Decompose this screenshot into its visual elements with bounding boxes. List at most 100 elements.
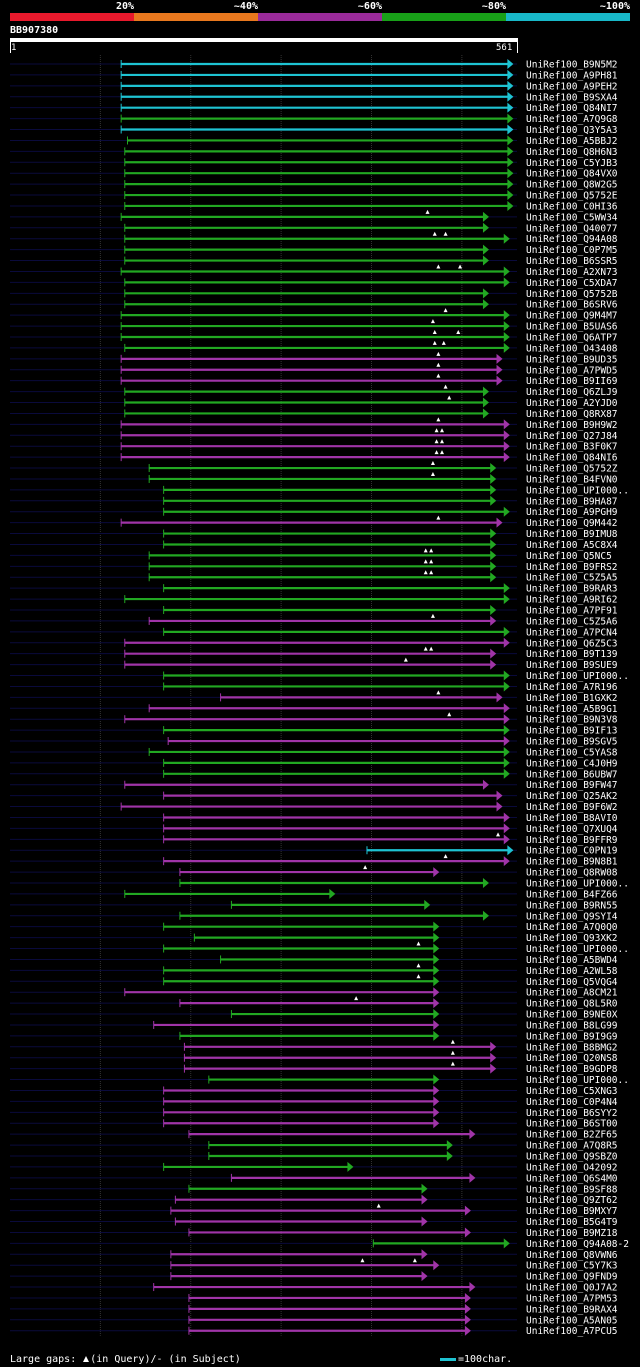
hit-label[interactable]: UniRef100_B4FZ66 (526, 889, 618, 900)
hit-row[interactable]: UniRef100_B3F0K7 (10, 439, 618, 453)
hit-row[interactable]: UniRef100_O43408 (10, 340, 618, 355)
hit-label[interactable]: UniRef100_B9F6W2 (526, 802, 618, 813)
hit-label[interactable]: UniRef100_Q25AK2 (526, 791, 618, 802)
hit-row[interactable]: UniRef100_C5XNG3 (10, 1085, 618, 1097)
hit-row[interactable]: UniRef100_UPI000.. (10, 941, 629, 956)
hit-row[interactable]: UniRef100_B1GXK2 (10, 690, 618, 704)
hit-row[interactable]: UniRef100_Q3Y5A3 (10, 124, 618, 137)
hit-row[interactable]: UniRef100_Q7XUQ4 (10, 823, 618, 835)
hit-label[interactable]: UniRef100_Q40077 (526, 223, 618, 234)
hit-row[interactable]: UniRef100_B5UAS6 (10, 319, 618, 333)
hit-row[interactable]: UniRef100_C5Z5A5 (10, 570, 618, 584)
hit-row[interactable]: UniRef100_C0P7M5 (10, 244, 618, 257)
hit-row[interactable]: UniRef100_A7R196 (10, 681, 618, 693)
hit-row[interactable]: UniRef100_A7Q8R5 (10, 1140, 618, 1152)
hit-row[interactable]: UniRef100_B5G4T9 (10, 1216, 618, 1229)
hit-row[interactable]: UniRef100_Q5752B (10, 288, 618, 300)
hit-row[interactable]: UniRef100_A7PCN4 (10, 626, 618, 639)
hit-row[interactable]: UniRef100_B6ST00 (10, 1118, 618, 1130)
hit-label[interactable]: UniRef100_Q8L5R0 (526, 999, 618, 1010)
hit-row[interactable]: UniRef100_Q6Z5C3 (10, 637, 618, 650)
hit-label[interactable]: UniRef100_B9GDP8 (526, 1064, 618, 1075)
hit-row[interactable]: UniRef100_B9N8B1 (10, 854, 618, 868)
hit-row[interactable]: UniRef100_A7PM53 (10, 1292, 618, 1305)
hit-label[interactable]: UniRef100_Q8RX87 (526, 409, 618, 420)
hit-label[interactable]: UniRef100_Q5752Z (526, 464, 618, 475)
hit-label[interactable]: UniRef100_A5C8X4 (526, 540, 618, 551)
hit-row[interactable]: UniRef100_A2WL58 (10, 963, 618, 977)
hit-label[interactable]: UniRef100_Q9ZT62 (526, 1195, 618, 1206)
hit-label[interactable]: UniRef100_C0P4N4 (526, 1097, 618, 1108)
hit-row[interactable]: UniRef100_Q84NI6 (10, 450, 618, 464)
hit-row[interactable]: UniRef100_B9T139 (10, 646, 618, 661)
hit-label[interactable]: UniRef100_Q20NS8 (526, 1053, 618, 1064)
hit-label[interactable]: UniRef100_A2YJD0 (526, 398, 618, 409)
hit-row[interactable]: UniRef100_Q84NI7 (10, 102, 618, 115)
hit-row[interactable]: UniRef100_B9F6W2 (10, 801, 618, 814)
hit-label[interactable]: UniRef100_A7PCU5 (526, 1326, 618, 1337)
hit-label[interactable]: UniRef100_Q8VWN6 (526, 1250, 618, 1261)
hit-label[interactable]: UniRef100_UPI000.. (526, 1075, 629, 1086)
hit-label[interactable]: UniRef100_A5AN05 (526, 1315, 618, 1326)
hit-label[interactable]: UniRef100_Q6Z5C3 (526, 638, 618, 649)
hit-row[interactable]: UniRef100_Q6ZLJ9 (10, 384, 618, 399)
hit-label[interactable]: UniRef100_Q5752E (526, 191, 618, 202)
hit-label[interactable]: UniRef100_C5Z5A5 (526, 573, 618, 584)
hit-row[interactable]: UniRef100_Q9M4M7 (10, 308, 618, 322)
hit-label[interactable]: UniRef100_O42092 (526, 1162, 618, 1173)
hit-label[interactable]: UniRef100_B9FFR9 (526, 835, 618, 846)
hit-row[interactable]: UniRef100_B9RAR3 (10, 583, 618, 595)
hit-row[interactable]: UniRef100_Q8L5R0 (10, 996, 618, 1010)
hit-label[interactable]: UniRef100_Q9M442 (526, 518, 618, 529)
hit-label[interactable]: UniRef100_UPI000.. (526, 485, 629, 496)
hit-row[interactable]: UniRef100_B9H9W2 (10, 417, 618, 431)
hit-label[interactable]: UniRef100_Q6ATP7 (526, 333, 618, 344)
hit-label[interactable]: UniRef100_B6SRV6 (526, 300, 618, 311)
hit-label[interactable]: UniRef100_A5BWD4 (526, 955, 618, 966)
hit-label[interactable]: UniRef100_B9T139 (526, 649, 618, 660)
hit-label[interactable]: UniRef100_O43408 (526, 343, 618, 354)
hit-row[interactable]: UniRef100_Q9ZT62 (10, 1194, 618, 1207)
hit-label[interactable]: UniRef100_Q93XK2 (526, 933, 618, 944)
hit-label[interactable]: UniRef100_Q5NC5 (526, 551, 612, 562)
hit-row[interactable]: UniRef100_Q8H6N3 (10, 146, 618, 158)
hit-label[interactable]: UniRef100_B9H9W2 (526, 420, 618, 431)
hit-row[interactable]: UniRef100_Q9FND9 (10, 1271, 618, 1283)
hit-label[interactable]: UniRef100_B9RAR3 (526, 584, 618, 595)
hit-label[interactable]: UniRef100_Q84NI7 (526, 103, 618, 114)
hit-label[interactable]: UniRef100_A2WL58 (526, 966, 618, 977)
hit-label[interactable]: UniRef100_B9RAX4 (526, 1304, 618, 1315)
hit-row[interactable]: UniRef100_C5Y7K3 (10, 1258, 618, 1272)
hit-row[interactable]: UniRef100_Q40077 (10, 222, 618, 235)
hit-row[interactable]: UniRef100_Q5752Z (10, 461, 618, 475)
hit-label[interactable]: UniRef100_B9HA87 (526, 496, 618, 507)
hit-label[interactable]: UniRef100_A7Q9G8 (526, 114, 618, 125)
hit-label[interactable]: UniRef100_C5Y7K3 (526, 1261, 618, 1272)
hit-label[interactable]: UniRef100_B8LG99 (526, 1020, 618, 1031)
hit-row[interactable]: UniRef100_C5YAS8 (10, 746, 618, 759)
hit-label[interactable]: UniRef100_B1GXK2 (526, 693, 618, 704)
hit-row[interactable]: UniRef100_A2YJD0 (10, 395, 618, 410)
hit-label[interactable]: UniRef100_B9N5M2 (526, 60, 618, 71)
hit-row[interactable]: UniRef100_A5BWD4 (10, 954, 618, 966)
hit-label[interactable]: UniRef100_A9PH81 (526, 70, 618, 81)
hit-row[interactable]: UniRef100_B6SRV6 (10, 299, 618, 311)
hit-row[interactable]: UniRef100_B9IF13 (10, 725, 618, 737)
hit-row[interactable]: UniRef100_Q0J7A2 (10, 1282, 618, 1294)
hit-row[interactable]: UniRef100_Q8RW08 (10, 865, 618, 879)
hit-row[interactable]: UniRef100_Q94A08-2 (10, 1238, 629, 1250)
hit-label[interactable]: UniRef100_A7PM53 (526, 1293, 618, 1304)
hit-row[interactable]: UniRef100_C0PN19 (10, 845, 618, 857)
hit-label[interactable]: UniRef100_A2XN73 (526, 267, 618, 278)
hit-label[interactable]: UniRef100_B5UAS6 (526, 322, 618, 333)
hit-label[interactable]: UniRef100_B9RN55 (526, 900, 618, 911)
hit-row[interactable]: UniRef100_B2ZF65 (10, 1129, 618, 1141)
hit-label[interactable]: UniRef100_Q9FND9 (526, 1272, 618, 1283)
hit-label[interactable]: UniRef100_A7PF91 (526, 606, 618, 617)
hit-label[interactable]: UniRef100_B9NE0X (526, 1010, 618, 1021)
hit-row[interactable]: UniRef100_B9II69 (10, 373, 618, 388)
hit-row[interactable]: UniRef100_C0HI36 (10, 200, 618, 213)
hit-row[interactable]: UniRef100_B9SF88 (10, 1183, 618, 1196)
hit-label[interactable]: UniRef100_A7PWD5 (526, 365, 618, 376)
hit-label[interactable]: UniRef100_B9N8B1 (526, 857, 618, 868)
